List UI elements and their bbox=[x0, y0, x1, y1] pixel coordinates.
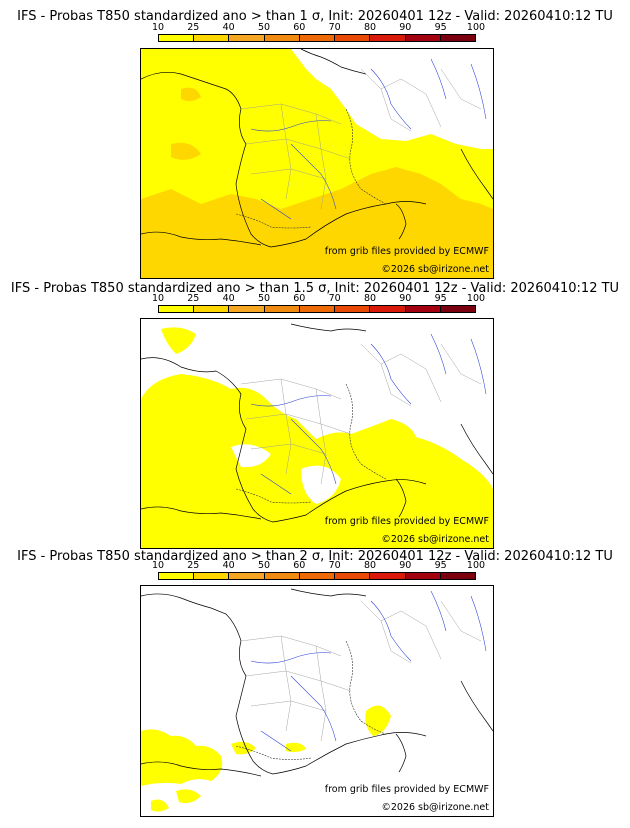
tick-label: 50 bbox=[257, 22, 271, 33]
copyright: ©2026 sb@irizone.net bbox=[381, 802, 489, 813]
colorbar-swatch bbox=[335, 306, 371, 312]
tick-label: 100 bbox=[466, 293, 486, 304]
no-signal-area bbox=[301, 49, 493, 144]
tick-label: 40 bbox=[222, 293, 235, 304]
colorbar-swatch bbox=[264, 306, 300, 312]
colorbar-swatch bbox=[159, 306, 195, 312]
map-graphic bbox=[141, 588, 493, 812]
tick-label: 100 bbox=[466, 560, 486, 571]
colorbar-swatch bbox=[159, 573, 195, 579]
colorbar-swatch bbox=[299, 573, 336, 579]
probability-map: from grib files provided by ECMWF ©2026 … bbox=[140, 585, 494, 817]
tick-label: 40 bbox=[222, 22, 235, 33]
tick-label: 90 bbox=[399, 560, 412, 571]
colorbar bbox=[158, 305, 476, 313]
map-graphic bbox=[141, 49, 493, 278]
tick-label: 100 bbox=[466, 22, 486, 33]
prob-area-low bbox=[286, 742, 306, 753]
prob-area-mid bbox=[181, 87, 201, 102]
tick-label: 70 bbox=[328, 22, 341, 33]
colorbar bbox=[158, 34, 476, 42]
colorbar-swatch bbox=[194, 573, 230, 579]
tick-label: 95 bbox=[434, 22, 447, 33]
colorbar-swatch bbox=[229, 35, 265, 41]
source-credit: from grib files provided by ECMWF bbox=[324, 784, 489, 795]
colorbar-swatch bbox=[264, 35, 300, 41]
copyright: ©2026 sb@irizone.net bbox=[381, 534, 489, 545]
colorbar-swatch bbox=[405, 306, 441, 312]
colorbar-swatch bbox=[229, 306, 265, 312]
tick-label: 60 bbox=[293, 22, 306, 33]
probability-map: from grib files provided by ECMWF ©2026 … bbox=[140, 48, 494, 279]
tick-label: 25 bbox=[187, 293, 200, 304]
colorbar-swatch bbox=[440, 573, 475, 579]
source-credit: from grib files provided by ECMWF bbox=[324, 516, 489, 527]
tick-label: 50 bbox=[257, 560, 271, 571]
colorbar-swatch bbox=[405, 35, 441, 41]
colorbar-swatch bbox=[335, 573, 371, 579]
panel-3: IFS - Probas T850 standardized ano > tha… bbox=[0, 548, 630, 828]
panel-title: IFS - Probas T850 standardized ano > tha… bbox=[17, 9, 613, 24]
colorbar-swatch bbox=[229, 573, 265, 579]
no-signal-area bbox=[301, 465, 341, 504]
tick-label: 70 bbox=[328, 293, 341, 304]
tick-label: 50 bbox=[257, 293, 271, 304]
prob-area-low bbox=[161, 327, 196, 354]
panel-1: IFS - Probas T850 standardized ano > tha… bbox=[0, 0, 630, 279]
probability-map: from grib files provided by ECMWF ©2026 … bbox=[140, 318, 494, 549]
tick-label: 10 bbox=[151, 293, 165, 304]
tick-label: 95 bbox=[434, 560, 447, 571]
prob-area-mid bbox=[311, 239, 371, 278]
tick-label: 80 bbox=[363, 293, 377, 304]
tick-label: 80 bbox=[363, 22, 377, 33]
colorbar bbox=[158, 572, 476, 580]
tick-label: 95 bbox=[434, 293, 447, 304]
source-credit: from grib files provided by ECMWF bbox=[324, 246, 489, 257]
colorbar-swatch bbox=[440, 306, 475, 312]
colorbar-ticks: 10 25 40 50 60 70 80 90 95 100 bbox=[152, 560, 485, 571]
colorbar-swatch bbox=[335, 35, 371, 41]
tick-label: 80 bbox=[363, 560, 377, 571]
tick-label: 70 bbox=[328, 560, 341, 571]
colorbar-swatch bbox=[264, 573, 300, 579]
colorbar-swatch bbox=[194, 35, 230, 41]
prob-area-low bbox=[365, 705, 391, 736]
tick-label: 40 bbox=[222, 560, 235, 571]
tick-label: 25 bbox=[187, 560, 200, 571]
prob-area-low bbox=[151, 799, 169, 812]
prob-area-mid bbox=[171, 142, 201, 160]
colorbar-swatch bbox=[194, 306, 230, 312]
tick-label: 60 bbox=[293, 293, 306, 304]
colorbar-swatch bbox=[299, 35, 336, 41]
colorbar-ticks: 10 25 40 50 60 70 80 90 95 100 bbox=[152, 293, 485, 304]
tick-label: 25 bbox=[187, 22, 200, 33]
panel-title: IFS - Probas T850 standardized ano > tha… bbox=[10, 281, 620, 296]
tick-label: 90 bbox=[399, 293, 412, 304]
panel-2: IFS - Probas T850 standardized ano > tha… bbox=[0, 278, 630, 549]
prob-area-low bbox=[141, 729, 223, 786]
colorbar-swatch bbox=[370, 573, 406, 579]
tick-label: 90 bbox=[399, 22, 412, 33]
colorbar-swatch bbox=[370, 35, 406, 41]
colorbar-swatch bbox=[299, 306, 336, 312]
colorbar-swatch bbox=[370, 306, 406, 312]
tick-label: 10 bbox=[151, 560, 165, 571]
prob-area-low bbox=[176, 789, 201, 804]
colorbar-swatch bbox=[440, 35, 475, 41]
map-graphic bbox=[141, 323, 493, 548]
colorbar-swatch bbox=[159, 35, 195, 41]
prob-area-mid bbox=[141, 167, 493, 278]
tick-label: 60 bbox=[293, 560, 306, 571]
tick-label: 10 bbox=[151, 22, 165, 33]
panel-title: IFS - Probas T850 standardized ano > tha… bbox=[17, 549, 613, 564]
copyright: ©2026 sb@irizone.net bbox=[381, 264, 489, 275]
colorbar-ticks: 10 25 40 50 60 70 80 90 95 100 bbox=[152, 22, 485, 33]
colorbar-swatch bbox=[405, 573, 441, 579]
